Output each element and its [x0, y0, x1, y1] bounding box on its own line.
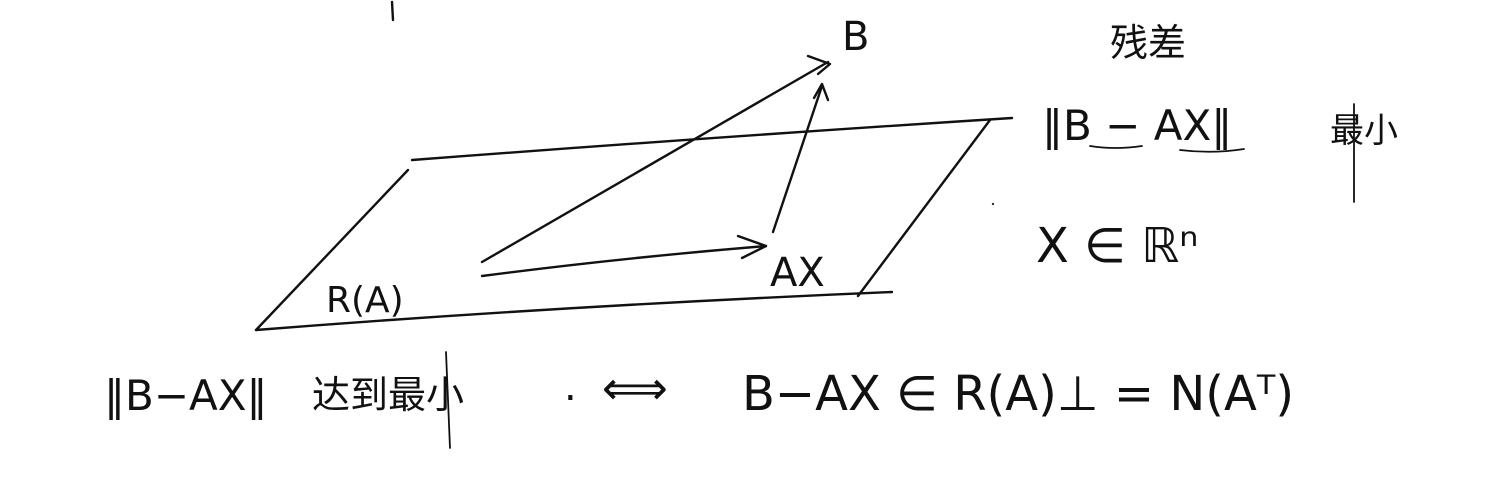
- stray-dot: [992, 203, 994, 205]
- label-point-b: B: [842, 14, 869, 60]
- vector-b: [482, 56, 830, 262]
- label-residual-norm: ‖B − AX‖: [1042, 101, 1232, 150]
- bottom-punct: .: [564, 364, 577, 410]
- plane-right-edge: [858, 120, 990, 296]
- bottom-reach: 达到最小: [312, 373, 464, 417]
- bottom-norm: ‖B−AX‖: [104, 371, 268, 420]
- label-residual-min: 最小: [1330, 111, 1398, 151]
- label-point-ax: AX: [770, 250, 825, 296]
- vector-ax: [482, 236, 766, 276]
- label-plane-name: R(A): [326, 280, 404, 321]
- vector-residual: [773, 84, 828, 232]
- vector-residual-shaft: [773, 86, 822, 232]
- bottom-iff: ⟺: [602, 361, 668, 415]
- label-residual-title: 残差: [1110, 21, 1186, 65]
- plane-top-edge: [412, 118, 1012, 160]
- bottom-condition: B−AX ∈ R(A)⊥ = N(Aᵀ): [742, 366, 1294, 422]
- label-domain: X ∈ ℝⁿ: [1036, 218, 1198, 274]
- vector-ax-shaft: [482, 246, 766, 276]
- stray-mark: [392, 2, 393, 20]
- bottom-statement: ‖B−AX‖ 达到最小 . ⟺ B−AX ∈ R(A)⊥ = N(Aᵀ): [104, 352, 1294, 448]
- vector-b-shaft: [482, 62, 828, 262]
